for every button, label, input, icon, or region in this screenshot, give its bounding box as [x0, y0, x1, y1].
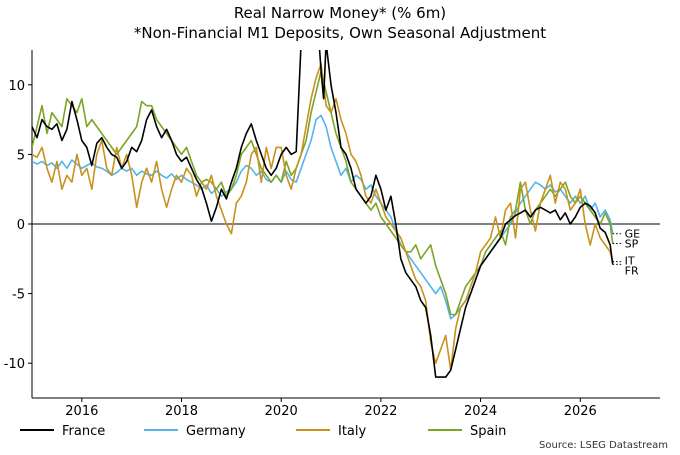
y-tick-label: -10 — [4, 357, 25, 372]
series-line-spain — [32, 70, 614, 316]
x-tick-label: 2018 — [165, 404, 198, 419]
legend-label-germany: Germany — [186, 424, 246, 439]
x-tick-label: 2020 — [265, 404, 298, 419]
y-tick-label: 10 — [8, 79, 25, 94]
series-line-germany — [32, 114, 614, 320]
source-note: Source: LSEG Datastream — [539, 440, 668, 451]
end-label-ge: GE — [625, 228, 641, 241]
axis-ticks: -10 -5 0 5 10 2016 2018 2020 2022 2024 2026 — [4, 79, 597, 419]
legend: France Germany Italy Spain — [20, 424, 506, 439]
series-line-france — [32, 50, 614, 378]
y-tick-label: 5 — [17, 148, 25, 163]
series-line-italy — [32, 63, 614, 371]
y-tick-label: -5 — [12, 288, 25, 303]
chart-title: Real Narrow Money* (% 6m) — [233, 4, 447, 22]
y-tick-label: 0 — [17, 218, 25, 233]
legend-label-france: France — [62, 424, 105, 439]
x-tick-label: 2026 — [564, 404, 597, 419]
legend-label-italy: Italy — [338, 424, 367, 439]
end-label-fr: FR — [625, 264, 639, 277]
legend-label-spain: Spain — [470, 424, 506, 439]
end-label-it: IT — [625, 255, 635, 268]
x-tick-label: 2016 — [65, 404, 98, 419]
x-tick-label: 2022 — [364, 404, 397, 419]
series-group — [32, 50, 614, 378]
x-tick-label: 2024 — [464, 404, 497, 419]
end-label-sp: SP — [625, 237, 639, 250]
chart-subtitle: *Non-Financial M1 Deposits, Own Seasonal… — [133, 24, 547, 42]
